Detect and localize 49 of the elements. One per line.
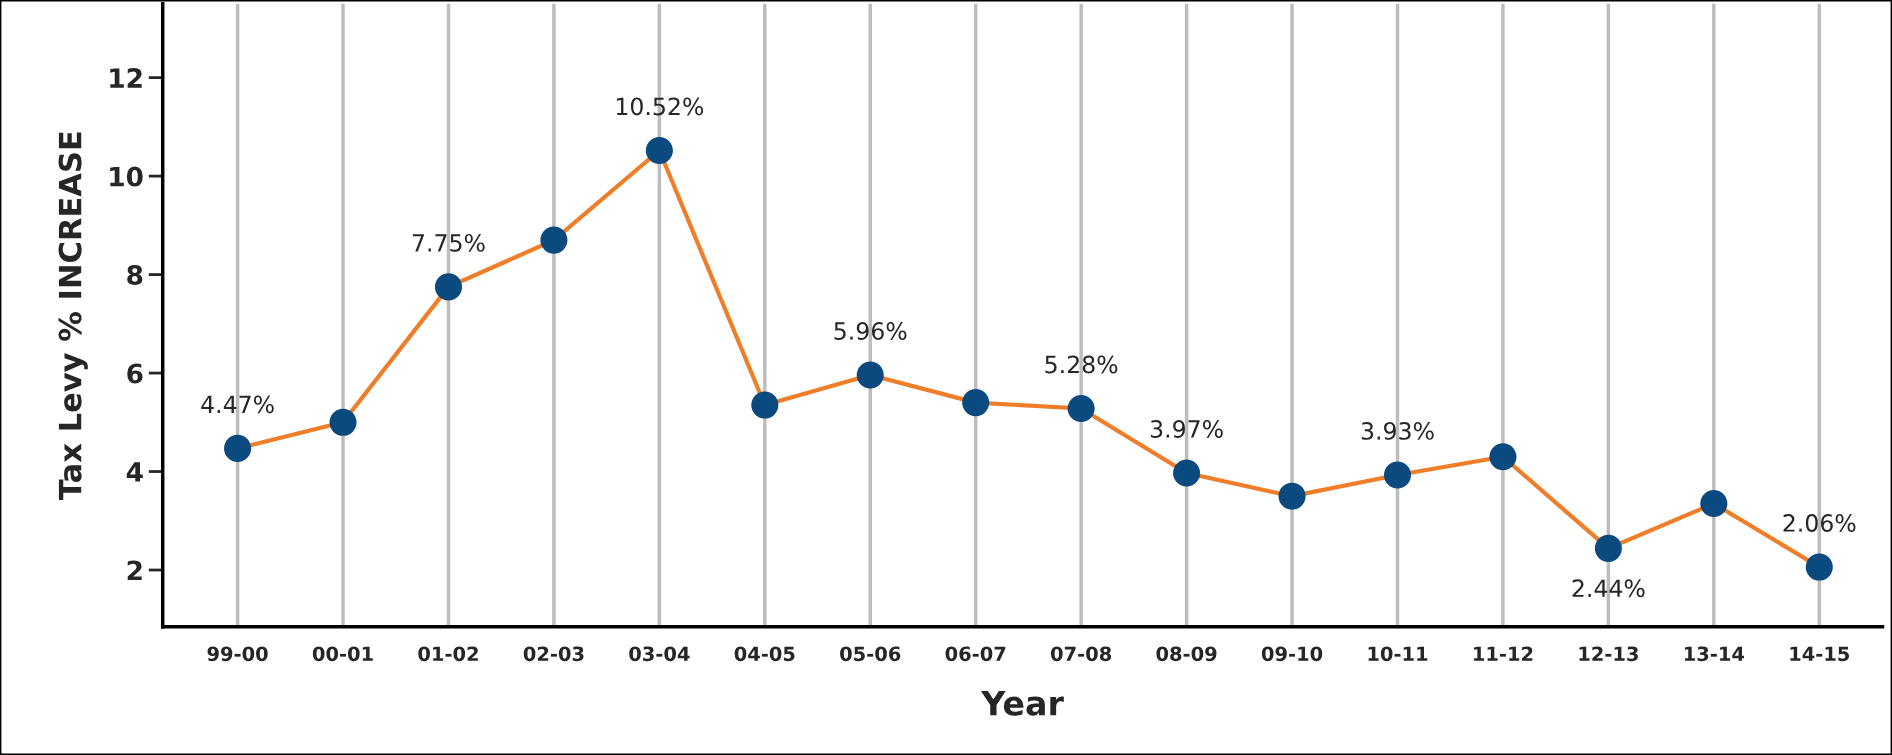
point [1278,482,1306,510]
data-label: 7.75% [412,233,485,252]
point [1383,461,1412,489]
x-tick-label: 05-06 [840,646,901,662]
point [856,361,884,389]
y-axis-title: Tax Levy % INCREASE [58,132,88,501]
x-tick-label: 12-13 [1579,646,1638,662]
x-tick-label: 06-07 [945,646,1006,662]
y-tick-label: 6 [127,363,143,384]
y-tick-label: 2 [127,560,142,581]
x-tick-label: 09-10 [1261,646,1323,662]
point [224,434,252,462]
point [645,136,673,165]
y-tick-label: 12 [110,68,142,88]
x-tick-label: 13-14 [1684,646,1745,662]
point [1805,553,1833,581]
data-label: 10.52% [616,97,704,116]
y-tick-label: 8 [127,265,143,285]
x-tick-label: 04-05 [734,646,795,662]
x-tick-label: 14-15 [1790,646,1850,662]
point [962,389,990,417]
x-tick-label: 08-09 [1156,646,1217,662]
x-tick-label: 99-00 [207,646,268,662]
data-label: 3.97% [1150,420,1223,438]
data-label: 4.47% [201,395,274,414]
point [1489,443,1517,471]
y-tick-label: 10 [110,166,143,187]
x-axis-title: Year [980,690,1064,716]
point [1173,459,1201,487]
data-label: 5.28% [1045,355,1118,374]
x-tick-label: 01-02 [418,646,478,662]
point [1067,394,1095,423]
data-label: 2.44% [1572,579,1645,598]
x-tick-label: 07-08 [1050,646,1112,662]
point [1700,490,1728,518]
x-tick-label: 02-03 [523,646,584,662]
x-tick-label: 00-01 [312,646,373,662]
data-label: 5.96% [834,322,907,340]
point [540,226,568,254]
data-label: 2.06% [1783,514,1856,532]
x-tick-label: 10-11 [1368,646,1428,662]
point [1594,534,1622,562]
x-tick-label: 11-12 [1474,646,1533,661]
data-label: 3.93% [1361,422,1434,440]
point [434,273,463,301]
point [751,391,779,419]
x-tick-label: 03-04 [629,646,690,662]
y-tick-label: 4 [126,462,143,482]
point [329,408,357,436]
